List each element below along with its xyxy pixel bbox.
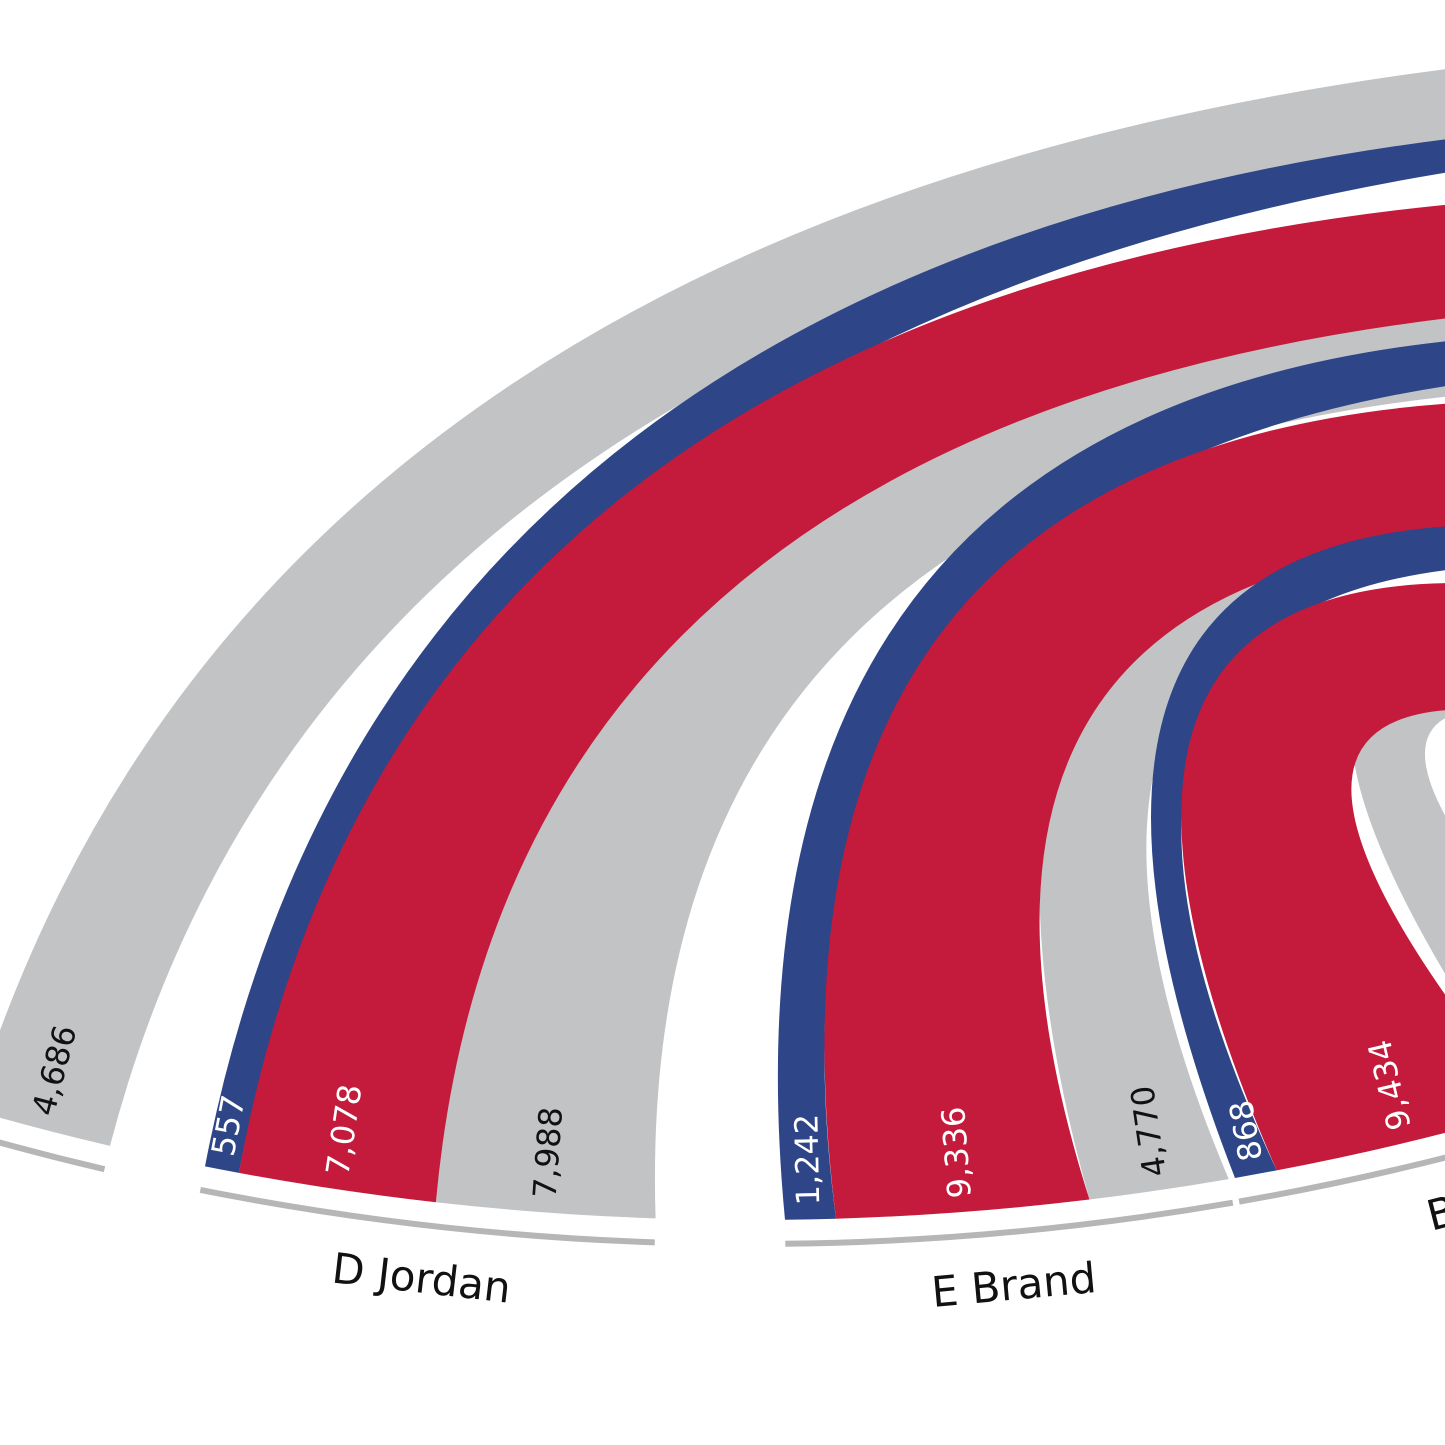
ribbon <box>1181 583 1445 1171</box>
category-label: D Jordan <box>330 1244 514 1313</box>
group-arc <box>1238 1154 1445 1205</box>
value-label: 9,336 <box>934 1105 979 1199</box>
value-label: 1,242 <box>787 1113 827 1205</box>
category-label: B M <box>1422 1174 1445 1241</box>
ribbon <box>205 139 1445 1173</box>
ribbon <box>238 204 1445 1203</box>
group-arc <box>785 1199 1234 1247</box>
category-label: E Brand <box>929 1253 1098 1317</box>
group-arc <box>199 1187 655 1246</box>
value-label: 7,988 <box>526 1106 571 1200</box>
ribbon <box>824 403 1445 1219</box>
ribbon-layer <box>205 139 1445 1220</box>
group-arc <box>0 1139 106 1173</box>
